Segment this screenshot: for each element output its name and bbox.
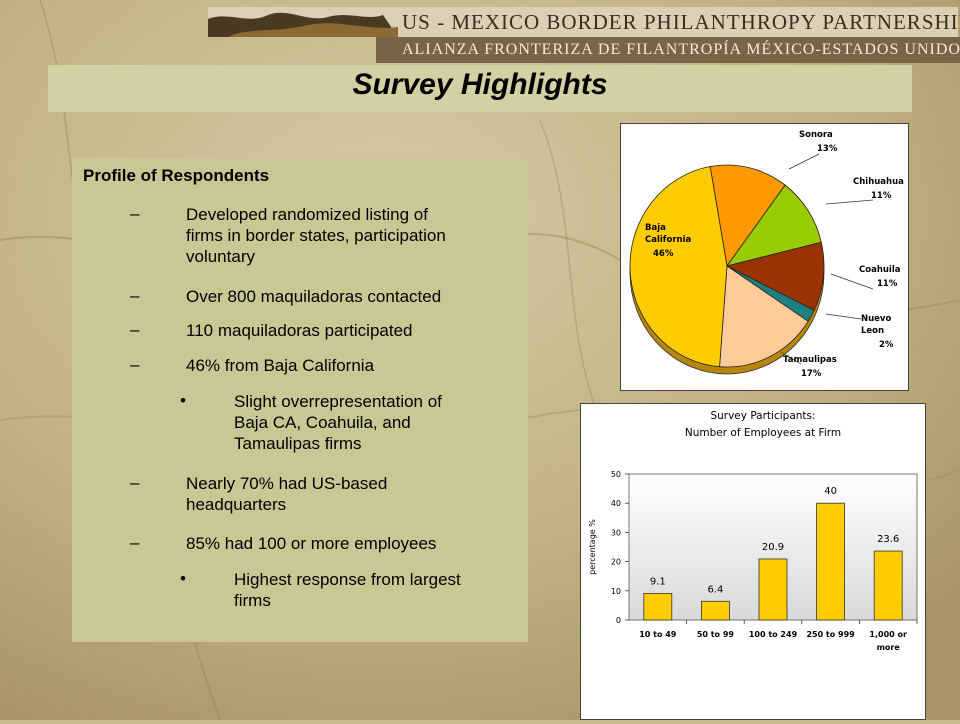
- pie-slice-label: Sonora: [799, 130, 833, 140]
- bar-value-label: 6.4: [707, 584, 723, 595]
- y-tick-label: 40: [611, 499, 621, 508]
- pie-label-group: Chihuahua 11%: [853, 177, 904, 201]
- bar: [758, 558, 788, 621]
- profile-heading: Profile of Respondents: [83, 166, 270, 185]
- state-pie-chart: Sonora 13% Chihuahua 11% Coahuila 11% Nuevo Leo…: [629, 130, 904, 379]
- item-line: 85% had 100 or more employees: [186, 534, 437, 553]
- item-line: Highest response from largest: [234, 570, 461, 589]
- x-tick-label: 250 to 999: [806, 630, 855, 639]
- item-line: Nearly 70% had US-based: [186, 474, 388, 493]
- item-marker: –: [130, 355, 140, 374]
- pie-slice-tamaulipas: [719, 265, 809, 368]
- bar-value-label: 40: [824, 486, 837, 497]
- item-marker: –: [130, 320, 140, 339]
- item-line: 110 maquiladoras participated: [186, 321, 413, 340]
- profile-item: 110 maquiladoras participated: [186, 320, 413, 341]
- pie-slice-label: Leon: [861, 326, 884, 336]
- y-tick-label: 30: [611, 528, 621, 537]
- profile-item: 46% from Baja California: [186, 355, 374, 376]
- pie-leader-line: [825, 313, 862, 320]
- pie-slice-label: Nuevo: [861, 314, 891, 324]
- pie-slice-label: California: [645, 235, 691, 245]
- item-line: voluntary: [186, 247, 255, 266]
- item-line: Tamaulipas firms: [234, 434, 362, 453]
- bar: [873, 550, 903, 621]
- y-tick-label: 0: [616, 616, 621, 625]
- bar-chart-frame: Survey Participants: Number of Employees …: [580, 403, 926, 720]
- pie-slice-value: 2%: [879, 340, 894, 350]
- pie-slice-chihuahua: [726, 184, 822, 267]
- header-band-spanish: [376, 37, 960, 63]
- item-marker: –: [130, 286, 140, 305]
- bar-chart-subtitle: Number of Employees at Firm: [685, 427, 841, 439]
- y-axis-label: percentage %: [588, 519, 597, 575]
- header-title-spanish: ALIANZA FRONTERIZA DE FILANTROPÍA MÉXICO…: [402, 41, 960, 58]
- x-tick-label: 100 to 249: [749, 630, 798, 639]
- pie-slice-label: Baja: [645, 223, 666, 233]
- item-line: Baja CA, Coahuila, and: [234, 413, 411, 432]
- profile-item: 85% had 100 or more employees: [186, 533, 436, 554]
- pie-chart-frame: Sonora 13% Chihuahua 11% Coahuila 11% Nuevo Leo…: [620, 123, 909, 391]
- pie-slice-value: 46%: [653, 249, 674, 259]
- bar-value-label: 23.6: [877, 534, 899, 545]
- bar-value-label: 20.9: [762, 542, 784, 553]
- item-line: headquarters: [186, 495, 287, 514]
- employees-bar-chart: Survey Participants: Number of Employees …: [588, 410, 918, 652]
- pie-label-group: Nuevo Leon 2%: [861, 314, 894, 350]
- pie-leader-line: [780, 351, 802, 365]
- item-line: firms in border states, participation: [186, 226, 446, 245]
- item-line: Developed randomized listing of: [186, 205, 428, 224]
- pie-label-group: Baja California 46%: [645, 223, 691, 259]
- x-tick-label: 1,000 or: [869, 630, 907, 639]
- item-bullet: •: [180, 391, 186, 410]
- pie-slice-value: 11%: [877, 279, 898, 289]
- item-line: firms: [234, 591, 271, 610]
- profile-item: Over 800 maquiladoras contacted: [186, 286, 441, 307]
- pie-slice-value: 13%: [817, 144, 838, 154]
- pie-label-group: Tamaulipas 17%: [783, 355, 837, 379]
- pie-slice-label: Coahuila: [859, 265, 901, 275]
- y-tick-label: 50: [611, 470, 621, 479]
- x-tick-label: 50 to 99: [697, 630, 735, 639]
- item-line: Slight overrepresentation of: [234, 392, 442, 411]
- item-line: Over 800 maquiladoras contacted: [186, 287, 442, 306]
- x-tick-label: 10 to 49: [639, 630, 677, 639]
- pie-slice-value: 11%: [871, 191, 892, 201]
- profile-subitem: Slight overrepresentation of Baja CA, Co…: [234, 391, 442, 454]
- bar-value-label: 9.1: [650, 576, 666, 587]
- pie-slice-sonora: [709, 164, 786, 268]
- pie-slice-value: 17%: [801, 369, 822, 379]
- item-marker: –: [130, 533, 140, 552]
- item-marker: –: [130, 204, 140, 223]
- profile-panel: [72, 158, 528, 642]
- x-tick-label: more: [877, 643, 901, 652]
- pie-leader-line: [788, 153, 820, 170]
- page-title: Survey Highlights: [352, 68, 608, 101]
- pie-label-group: Coahuila 11%: [859, 265, 901, 289]
- profile-subitem: Highest response from largest firms: [234, 569, 461, 611]
- bar-chart-title: Survey Participants:: [710, 410, 815, 422]
- profile-item: Nearly 70% had US-based headquarters: [186, 473, 387, 515]
- pie-slice-label: Chihuahua: [853, 177, 904, 187]
- bar: [643, 593, 673, 621]
- item-line: 46% from Baja California: [186, 356, 375, 375]
- pie-leader-line: [825, 199, 874, 205]
- profile-item: Developed randomized listing of firms in…: [186, 204, 446, 267]
- y-tick-label: 10: [611, 587, 621, 596]
- header-title-english: US - MEXICO BORDER PHILANTHROPY PARTNERS…: [402, 10, 960, 34]
- item-bullet: •: [180, 569, 186, 588]
- header-logo-band: [208, 7, 958, 37]
- bar: [816, 502, 846, 621]
- pie-label-group: Sonora 13%: [799, 130, 838, 154]
- pie-leader-line: [830, 273, 874, 290]
- pie-slice-baja-california: [629, 166, 728, 368]
- bar: [701, 600, 730, 621]
- pie-slice-label: Tamaulipas: [783, 355, 837, 365]
- title-bar: [48, 65, 912, 112]
- pie-slice-coahuila: [725, 241, 825, 311]
- item-marker: –: [130, 473, 140, 492]
- y-tick-label: 20: [611, 558, 621, 567]
